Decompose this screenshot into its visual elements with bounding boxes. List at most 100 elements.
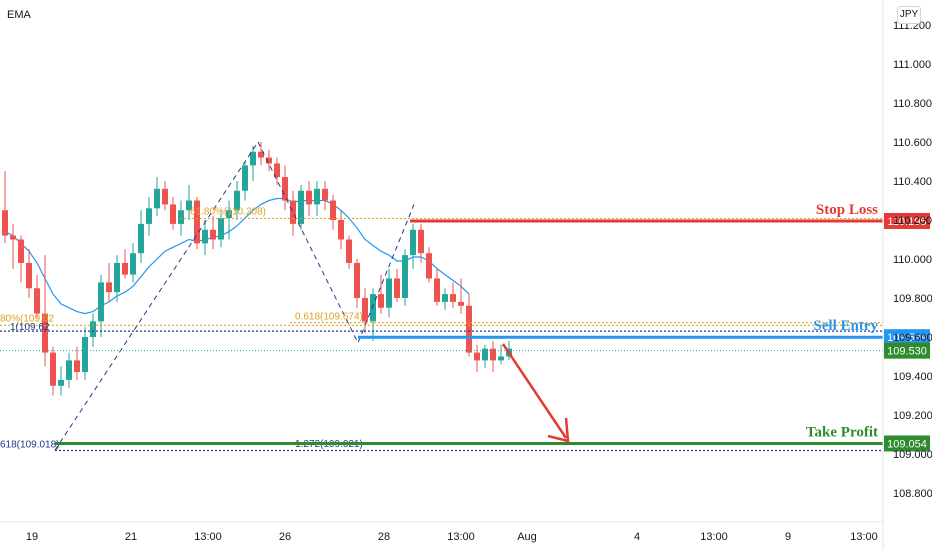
candle-body <box>314 188 320 205</box>
candle-body <box>170 204 176 224</box>
candle-body <box>466 305 472 353</box>
candle-body <box>362 298 368 322</box>
candle-body <box>34 288 40 314</box>
price-tick-label: 110.200 <box>893 215 932 227</box>
candle-body <box>282 177 288 201</box>
candle-body <box>74 360 80 373</box>
time-tick-label: 9 <box>785 531 791 543</box>
fib-label: 618(109.018) <box>0 439 60 450</box>
time-tick-label: 4 <box>634 531 640 543</box>
candle-body <box>258 151 264 158</box>
sell-arrow-head <box>547 417 570 443</box>
candle-body <box>226 210 232 219</box>
candle-body <box>498 356 504 361</box>
fib-label: 80%(109.62 <box>0 313 54 324</box>
candle-body <box>162 188 168 205</box>
candle-body <box>354 262 360 298</box>
time-tick-label: 13:00 <box>850 531 878 543</box>
candle-body <box>202 229 208 244</box>
candle-body <box>442 294 448 302</box>
candle-body <box>50 352 56 386</box>
candle-body <box>66 360 72 380</box>
candle-body <box>378 294 384 308</box>
candle-body <box>482 348 488 361</box>
candle-body <box>178 210 184 224</box>
candle-body <box>346 239 352 263</box>
candle-body <box>186 200 192 211</box>
indicator-label[interactable]: EMA <box>7 9 31 21</box>
candles-layer <box>2 142 512 396</box>
candle-body <box>474 352 480 361</box>
sell-entry-price-tag <box>884 329 930 346</box>
candle-body <box>2 210 8 236</box>
price-tick-label: 109.000 <box>893 449 932 461</box>
take-profit-price-tag <box>884 435 930 452</box>
candle-body <box>90 321 96 337</box>
price-tick-label: 111.000 <box>893 59 931 71</box>
candle-body <box>290 200 296 224</box>
candle-body <box>434 278 440 302</box>
fib-label: 61.80%(110.208) <box>190 206 266 217</box>
price-tick-label: 109.400 <box>893 371 932 383</box>
time-tick-label: Aug <box>517 531 537 543</box>
sell-entry-price-tag-text: 109.599 <box>887 332 927 344</box>
fib-label: 1(109.62 <box>10 322 50 333</box>
candle-body <box>154 188 160 209</box>
current-price-tag <box>884 342 930 359</box>
candle-body <box>306 190 312 205</box>
price-tick-label: 110.000 <box>893 254 932 266</box>
fib-layer: 61.80%(110.208) 0.618(109.674) 80%(109.621… <box>0 140 883 452</box>
candle-body <box>386 278 392 308</box>
candle-body <box>10 235 16 240</box>
price-tick-label: 108.800 <box>893 488 932 500</box>
candle-body <box>370 294 376 322</box>
stop-loss-label: Stop Loss <box>816 202 878 218</box>
time-tick-label: 26 <box>279 531 291 543</box>
price-tick-label: 109.600 <box>893 332 932 344</box>
candle-body <box>410 229 416 256</box>
candle-body <box>218 218 224 240</box>
current-price-tag-text: 109.530 <box>887 346 927 358</box>
candle-body <box>234 190 240 211</box>
candle-body <box>450 294 456 302</box>
stop-loss-price-tag <box>884 212 930 229</box>
candle-body <box>490 348 496 361</box>
fib-label: 0.618(109.674) <box>295 312 363 323</box>
candle-body <box>210 229 216 240</box>
candle-body <box>114 262 120 293</box>
time-tick-label: 13:00 <box>194 531 222 543</box>
candle-body <box>330 200 336 220</box>
candle-body <box>138 223 144 254</box>
sell-arrow-line <box>501 343 568 439</box>
price-tick-label: 110.800 <box>893 98 932 110</box>
candle-body <box>322 188 328 201</box>
candle-body <box>106 282 112 293</box>
candle-body <box>458 301 464 306</box>
price-axis: 111.200111.000110.800110.600110.400110.2… <box>882 0 932 550</box>
levels-layer: Stop Loss 110.195 Sell Entry 109.599 Take Pr… <box>55 202 930 452</box>
candle-body <box>274 163 280 178</box>
candle-body <box>266 157 272 164</box>
time-tick-label: 19 <box>26 531 38 543</box>
price-tick-label: 110.600 <box>893 137 932 149</box>
currency-button[interactable]: JPY <box>897 6 921 24</box>
candle-body <box>18 239 24 263</box>
time-tick-label: 13:00 <box>447 531 475 543</box>
ema-line <box>4 197 470 315</box>
candle-body <box>394 278 400 298</box>
price-tick-label: 110.400 <box>893 176 932 188</box>
take-profit-label: Take Profit <box>806 424 878 440</box>
time-tick-label: 13:00 <box>700 531 728 543</box>
candle-body <box>26 262 32 289</box>
candle-body <box>194 200 200 244</box>
time-tick-label: 28 <box>378 531 390 543</box>
candle-body <box>418 229 424 254</box>
candle-body <box>250 151 256 166</box>
candle-body <box>242 165 248 191</box>
time-tick-label: 21 <box>125 531 137 543</box>
candle-body <box>82 337 88 373</box>
ema-layer <box>4 197 470 315</box>
candle-body <box>298 190 304 224</box>
candle-body <box>338 220 344 240</box>
